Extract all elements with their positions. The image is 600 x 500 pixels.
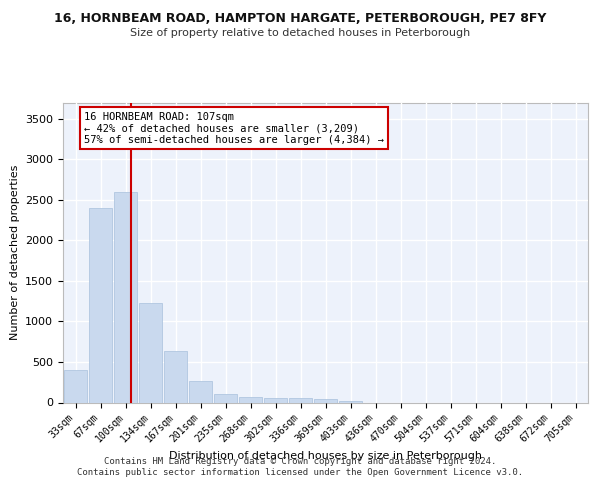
Bar <box>214 394 237 402</box>
Bar <box>314 400 337 402</box>
Bar <box>264 398 287 402</box>
Text: 16, HORNBEAM ROAD, HAMPTON HARGATE, PETERBOROUGH, PE7 8FY: 16, HORNBEAM ROAD, HAMPTON HARGATE, PETE… <box>54 12 546 26</box>
Bar <box>239 397 262 402</box>
Bar <box>189 382 212 402</box>
Bar <box>64 370 87 402</box>
Text: 16 HORNBEAM ROAD: 107sqm
← 42% of detached houses are smaller (3,209)
57% of sem: 16 HORNBEAM ROAD: 107sqm ← 42% of detach… <box>84 112 384 144</box>
Bar <box>289 398 312 402</box>
Y-axis label: Number of detached properties: Number of detached properties <box>10 165 20 340</box>
Bar <box>339 401 362 402</box>
Bar <box>139 303 162 402</box>
Bar <box>89 208 112 402</box>
Text: Size of property relative to detached houses in Peterborough: Size of property relative to detached ho… <box>130 28 470 38</box>
Bar <box>114 192 137 402</box>
Text: Contains HM Land Registry data © Crown copyright and database right 2024.
Contai: Contains HM Land Registry data © Crown c… <box>77 458 523 477</box>
X-axis label: Distribution of detached houses by size in Peterborough: Distribution of detached houses by size … <box>169 451 482 461</box>
Bar <box>164 352 187 403</box>
